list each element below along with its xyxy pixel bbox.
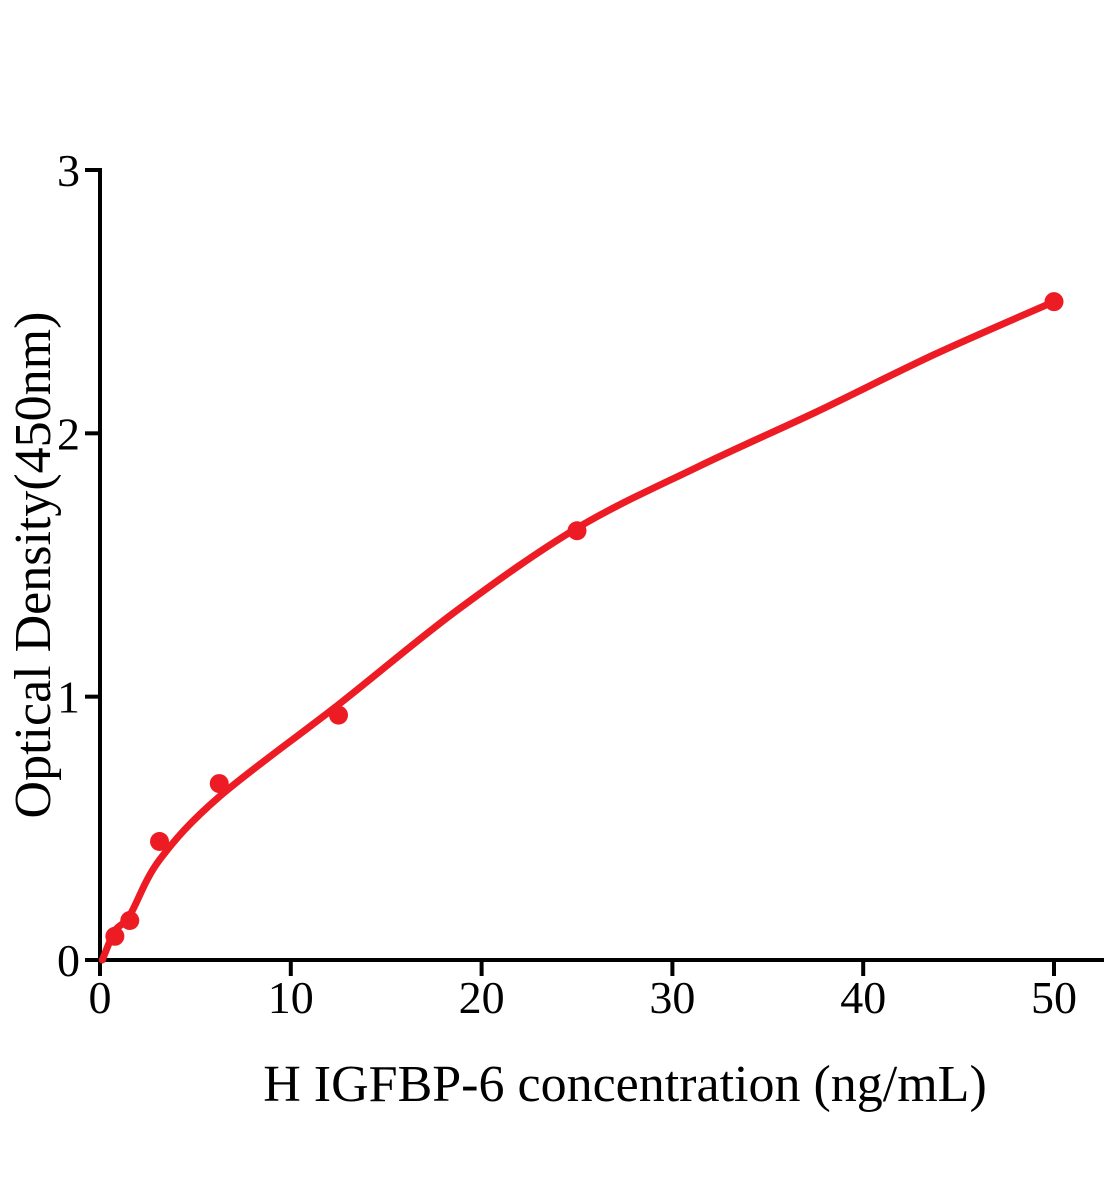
data-point: [209, 774, 229, 794]
x-axis-tick-label: 40: [840, 972, 886, 1023]
data-point: [1044, 292, 1064, 312]
y-axis-tick-label: 2: [57, 408, 80, 459]
x-axis-tick-label: 30: [649, 972, 695, 1023]
data-point: [105, 926, 125, 946]
x-axis-tick-label: 10: [268, 972, 314, 1023]
fit-curve: [98, 298, 1058, 964]
x-axis-tick-label: 20: [459, 972, 505, 1023]
data-point: [329, 705, 348, 725]
y-axis-tick-label: 0: [57, 935, 80, 986]
x-axis-tick-label: 50: [1031, 972, 1077, 1023]
data-point: [120, 911, 140, 930]
y-axis-title: Optical Density(450nm): [5, 311, 62, 819]
data-point: [567, 521, 587, 541]
y-axis-tick-label: 3: [57, 145, 80, 196]
data-point: [150, 832, 170, 851]
x-axis-title: H IGFBP-6 concentration (ng/mL): [263, 1056, 987, 1113]
y-axis-tick-label: 1: [57, 672, 80, 723]
x-axis-tick-label: 0: [89, 972, 112, 1023]
